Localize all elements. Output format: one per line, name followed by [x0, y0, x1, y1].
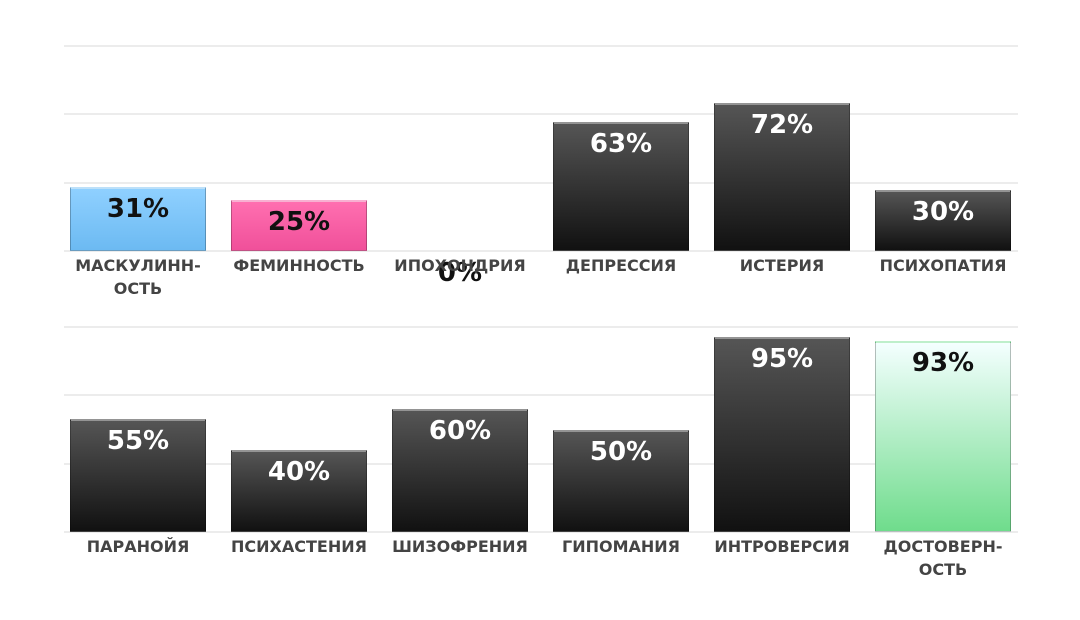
category-label: ИНТРОВЕРСИЯ — [714, 537, 850, 556]
value-label: 72% — [750, 110, 814, 141]
bar — [392, 409, 528, 532]
bar — [553, 429, 689, 532]
value-label: 30% — [911, 196, 975, 227]
category-label: ФЕМИННОСТЬ — [233, 256, 365, 275]
category-label: ГИПОМАНИЯ — [562, 537, 680, 556]
grid-line — [64, 113, 1018, 116]
category-label: ДЕПРЕССИЯ — [565, 256, 677, 275]
category-label: ИСТЕРИЯ — [739, 256, 825, 275]
value-label: 40% — [267, 457, 331, 487]
category-label: ИПОХОНДРИЯ — [394, 256, 526, 275]
value-label: 63% — [589, 128, 653, 159]
category-label: ШИЗОФРЕНИЯ — [392, 537, 528, 556]
bar — [231, 199, 367, 251]
grid-line — [64, 531, 1018, 533]
bar — [70, 187, 206, 251]
grid-line — [64, 45, 1018, 47]
value-label: 93% — [911, 348, 975, 379]
bar — [70, 419, 206, 532]
category-label: ПАРАНОЙЯ — [86, 537, 190, 556]
value-label: 31% — [106, 194, 170, 225]
grid-line — [64, 181, 1018, 184]
value-label: 95% — [750, 344, 814, 375]
value-label: 55% — [106, 426, 170, 457]
category-label: ПСИХОПАТИЯ — [879, 256, 1007, 275]
grid-line — [64, 326, 1018, 328]
bar — [875, 189, 1011, 251]
grid-line — [64, 462, 1018, 465]
grid-line — [64, 394, 1018, 397]
bar — [714, 337, 850, 532]
bar — [231, 450, 367, 532]
grid-line — [64, 250, 1018, 252]
value-label: 25% — [267, 206, 331, 237]
value-label: 0% — [437, 258, 483, 288]
category-label: МАСКУЛИНН- ОСТЬ — [75, 256, 201, 298]
category-label: ДОСТОВЕРН- ОСТЬ — [883, 537, 1003, 579]
value-label: 50% — [589, 436, 653, 467]
bar — [553, 121, 689, 251]
value-label: 60% — [428, 416, 492, 446]
bar — [714, 103, 850, 251]
category-label: ПСИХАСТЕНИЯ — [231, 537, 367, 556]
bar — [875, 341, 1011, 532]
